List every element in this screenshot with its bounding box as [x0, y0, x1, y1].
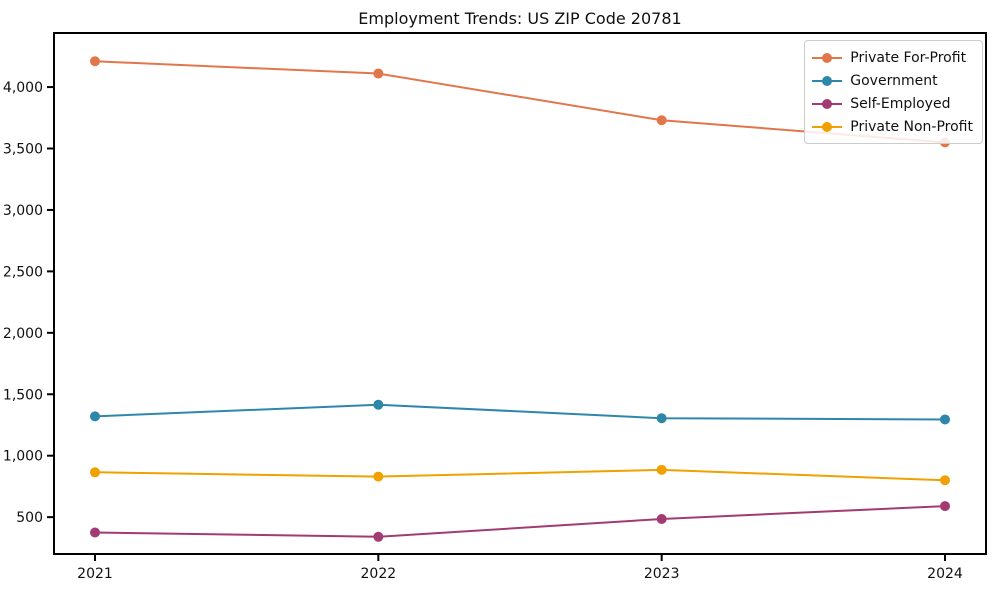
x-tick-label: 2022	[361, 566, 397, 582]
y-tick-label: 3,500	[3, 142, 43, 158]
data-point-private-non-profit-2022	[373, 471, 384, 482]
y-tick-label: 2,000	[3, 326, 43, 342]
y-tick-label: 1,500	[3, 387, 43, 403]
data-point-private-non-profit-2021	[90, 467, 100, 478]
legend-label-self-employed: Self-Employed	[850, 95, 951, 112]
data-point-government-2023	[656, 413, 667, 424]
legend-label-private-for-profit: Private For-Profit	[850, 49, 967, 66]
x-tick-label: 2021	[77, 566, 113, 582]
legend-item-private-non-profit: Private Non-Profit	[812, 115, 973, 138]
series-line-self-employed	[94, 505, 946, 538]
data-point-self-employed-2023	[656, 513, 667, 524]
legend-label-private-non-profit: Private Non-Profit	[850, 118, 973, 135]
y-tick-label: 2,500	[3, 264, 43, 280]
axes-frame	[53, 32, 987, 555]
x-tick-label: 2023	[644, 566, 680, 582]
data-point-government-2024	[940, 414, 950, 425]
data-point-private-non-profit-2023	[656, 464, 667, 475]
y-tick-label: 500	[16, 510, 43, 526]
series-line-government	[94, 403, 946, 421]
y-tick-label: 4,000	[3, 80, 43, 96]
legend: Private For-Profit Government Self-Employe…	[804, 40, 983, 144]
legend-marker-icon	[812, 52, 843, 64]
legend-marker-icon	[812, 98, 843, 110]
data-point-government-2021	[90, 411, 100, 422]
data-point-government-2022	[373, 399, 384, 410]
y-tick-label: 3,000	[3, 203, 43, 219]
chart-title: Employment Trends: US ZIP Code 20781	[358, 9, 682, 28]
legend-item-government: Government	[812, 69, 973, 92]
y-tick-label: 1,000	[3, 449, 43, 465]
data-point-private-for-profit-2023	[656, 115, 667, 126]
legend-marker-icon	[812, 75, 843, 87]
x-tick-label: 2024	[927, 566, 963, 582]
series-line-private-non-profit	[94, 468, 946, 482]
legend-item-private-for-profit: Private For-Profit	[812, 46, 973, 69]
data-point-self-employed-2021	[90, 527, 100, 538]
data-point-private-for-profit-2021	[90, 56, 100, 67]
series-line-private-for-profit	[94, 60, 946, 144]
data-point-self-employed-2024	[940, 501, 950, 512]
data-point-private-for-profit-2022	[373, 68, 384, 79]
data-point-private-non-profit-2024	[940, 475, 950, 486]
legend-item-self-employed: Self-Employed	[812, 92, 973, 115]
legend-marker-icon	[812, 121, 843, 133]
legend-label-government: Government	[850, 72, 938, 89]
data-point-self-employed-2022	[373, 531, 384, 542]
